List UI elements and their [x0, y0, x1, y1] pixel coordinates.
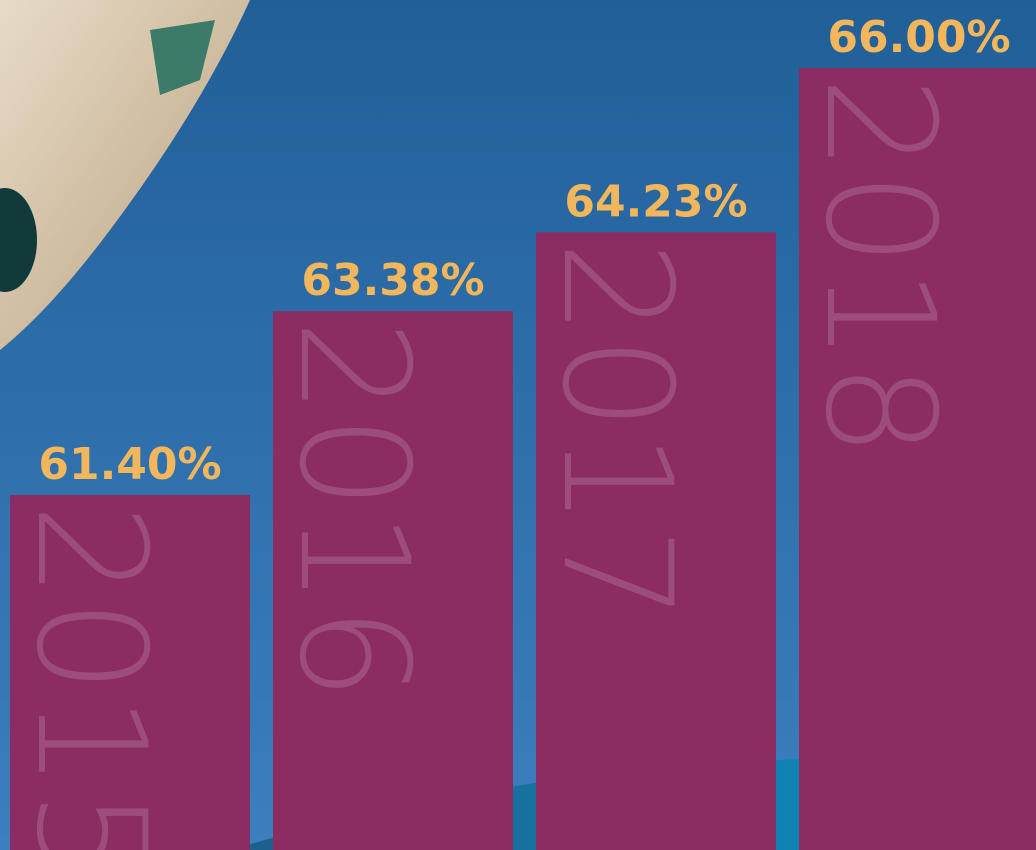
chart: 2015 61.40% 2016 63.38% 2017 64.23% 2018 66.00%	[0, 0, 1036, 850]
category-label: 2015	[3, 503, 177, 850]
category-label: 2018	[792, 76, 966, 458]
category-label: 2017	[529, 240, 703, 622]
value-label: 63.38%	[301, 255, 484, 306]
value-label: 66.00%	[827, 12, 1010, 63]
page: 2015 61.40% 2016 63.38% 2017 64.23% 2018 66.00%…	[0, 0, 1036, 850]
value-label: 61.40%	[38, 439, 221, 490]
category-label: 2016	[266, 319, 440, 701]
value-label: 64.23%	[564, 176, 747, 227]
